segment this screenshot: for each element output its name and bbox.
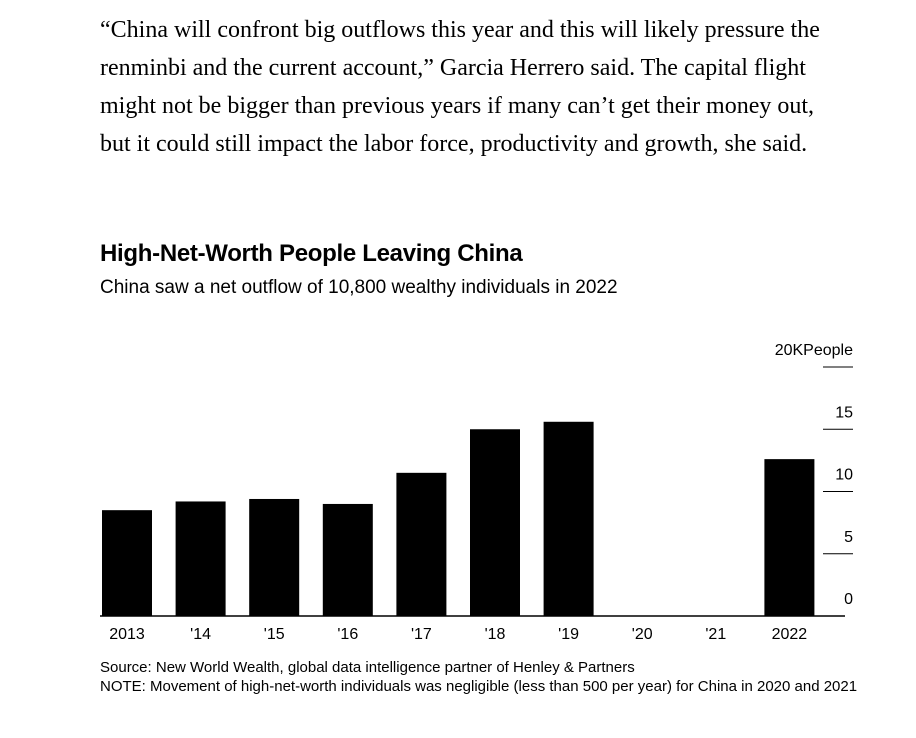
- notes: Source: New World Wealth, global data in…: [100, 658, 860, 696]
- chart: 0 5 10 15 20KPeople 2013 '14 '15 '16 '17 '18 '19 '20…: [100, 342, 853, 643]
- source: Source: New World Wealth, global data in…: [100, 659, 635, 676]
- x-tick-label: 2013: [109, 626, 145, 643]
- bar: [175, 501, 226, 616]
- chart-subtitle: China saw a net outflow of 10,800 wealth…: [100, 277, 618, 298]
- chart-title: High-Net-Worth People Leaving China: [100, 240, 523, 267]
- x-tick-label: '19: [558, 626, 579, 643]
- note: NOTE: Movement of high-net-worth individ…: [100, 678, 858, 695]
- bar: [102, 510, 152, 616]
- x-tick-label: '18: [485, 626, 506, 643]
- bar: [764, 459, 815, 616]
- x-tick-label: '17: [411, 626, 432, 643]
- bar: [396, 472, 447, 616]
- y-tick-label: 10: [835, 467, 853, 484]
- x-tick-label: '20: [632, 626, 653, 643]
- bar: [249, 498, 300, 616]
- x-tick-label: '16: [337, 626, 358, 643]
- bar: [322, 503, 373, 616]
- x-tick-label: '15: [264, 626, 285, 643]
- x-tick-label: '14: [190, 626, 211, 643]
- x-tick-label: '21: [705, 626, 726, 643]
- y-tick-label: 15: [835, 404, 853, 421]
- y-tick-label: 20KPeople: [775, 342, 853, 359]
- y-tick-label: 5: [844, 529, 853, 546]
- x-tick-label: 2022: [772, 626, 808, 643]
- bar: [470, 429, 520, 616]
- bar: [543, 421, 594, 616]
- paragraph: “China will confront big outflows this y…: [100, 17, 820, 157]
- y-tick-label: 0: [844, 591, 853, 608]
